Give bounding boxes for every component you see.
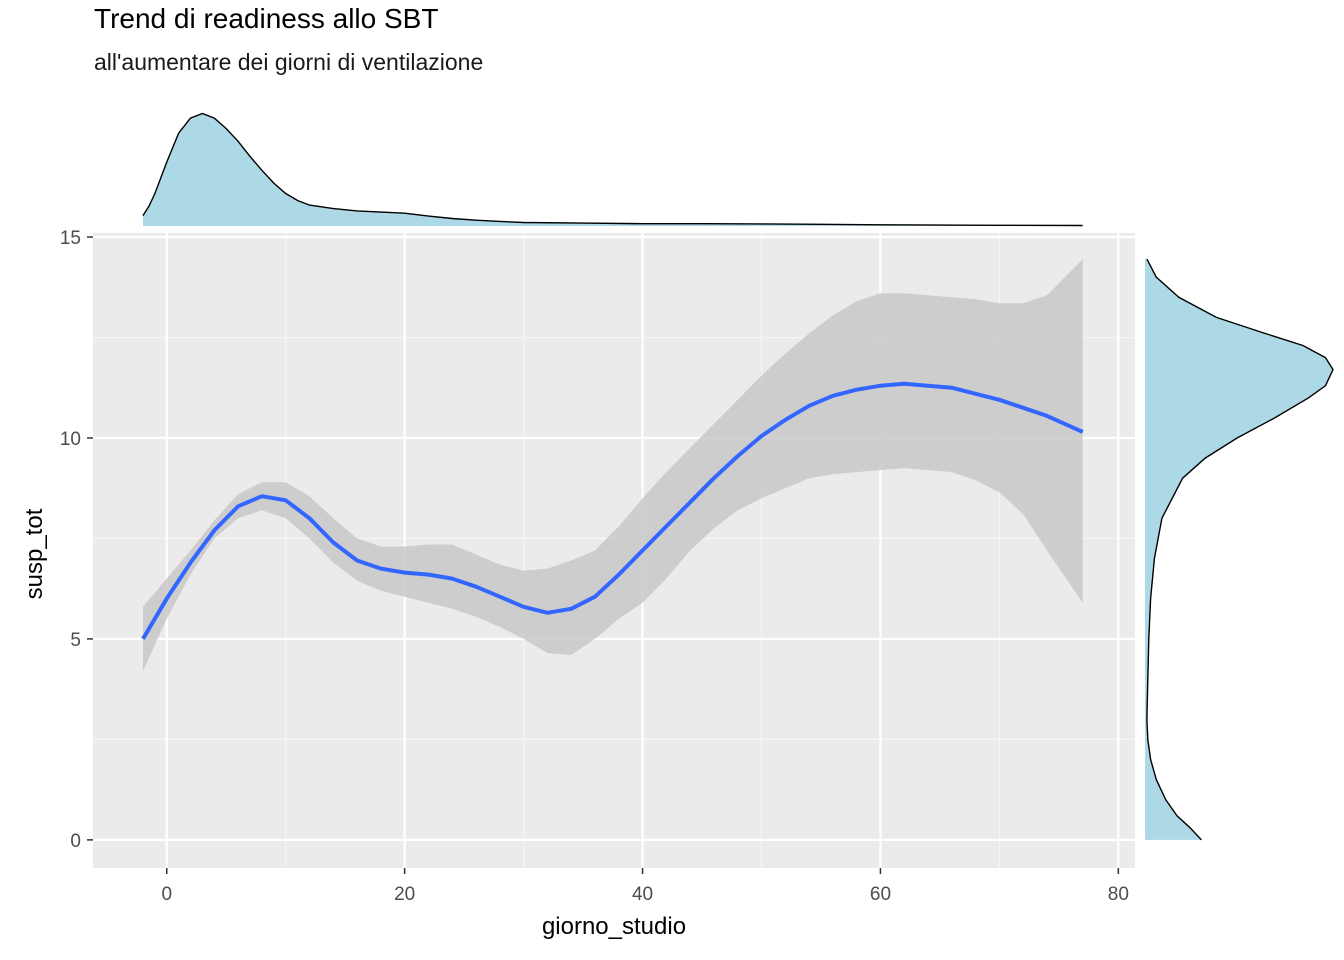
- x-axis-title: giorno_studio: [542, 913, 686, 940]
- marginal-y-density: [1145, 258, 1334, 841]
- major-gridlines: [93, 233, 1135, 868]
- y-tick-label: 10: [60, 429, 81, 450]
- x-axis: 0 20 40 60 80: [161, 868, 1129, 905]
- chart-title: Trend di readiness allo SBT: [94, 3, 438, 34]
- smooth-trend-line: [141, 381, 1084, 640]
- y-tick-label: 0: [70, 831, 81, 852]
- y-axis: 0 5 10 15: [60, 228, 93, 852]
- x-tick-label: 80: [1108, 884, 1129, 905]
- y-tick-label: 5: [70, 630, 81, 651]
- chart-subtitle: all'aumentare dei giorni di ventilazione: [94, 49, 483, 75]
- marginal-x-area: [143, 113, 1083, 226]
- marginal-y-area: [1145, 259, 1333, 840]
- marginal-x-density: [142, 112, 1083, 227]
- y-tick-label: 15: [60, 228, 81, 249]
- x-tick-label: 60: [870, 884, 891, 905]
- marginal-y-outline: [1146, 258, 1334, 841]
- x-tick-label: 20: [394, 884, 415, 905]
- y-axis-title: susp_tot: [21, 508, 48, 599]
- x-tick-label: 40: [632, 884, 653, 905]
- marginal-x-outline: [142, 112, 1083, 227]
- x-tick-label: 0: [161, 884, 172, 905]
